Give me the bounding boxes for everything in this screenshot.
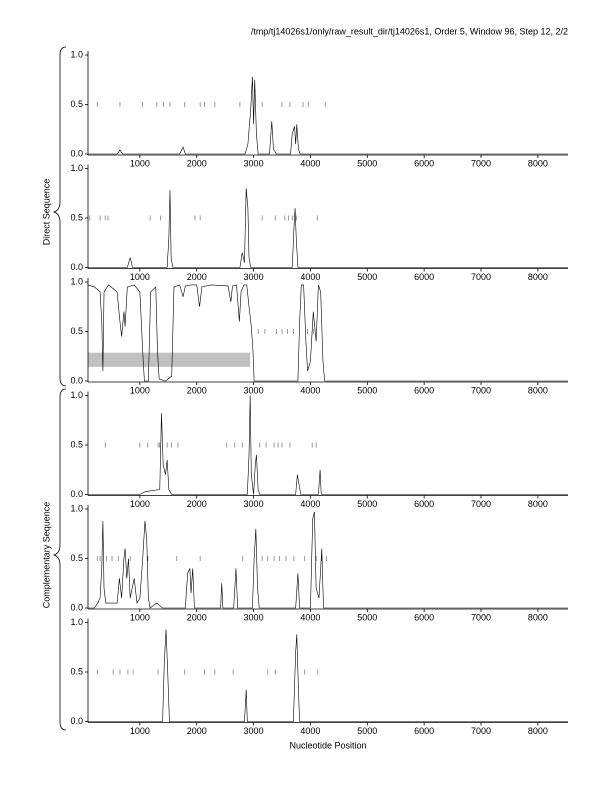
x-tick-label: 8000 [528, 385, 548, 395]
x-tick-label: 4000 [300, 612, 320, 622]
line [88, 76, 568, 155]
y-tick-label: 1.0 [70, 503, 83, 513]
x-tick-label: 1000 [130, 385, 150, 395]
x-tick-label: 7000 [471, 272, 491, 282]
x-tick-label: 7000 [471, 612, 491, 622]
line [88, 629, 568, 722]
x-tick-label: 4000 [300, 726, 320, 736]
line [88, 511, 568, 609]
x-tick-label: 6000 [414, 272, 434, 282]
y-tick-label: 1.0 [70, 163, 83, 173]
x-tick-label: 2000 [187, 499, 207, 509]
x-tick-label: 8000 [528, 612, 548, 622]
x-tick-label: 5000 [357, 158, 377, 168]
y-tick-label: 0.0 [70, 375, 83, 385]
x-tick-label: 5000 [357, 612, 377, 622]
y-tick-label: 0.5 [70, 439, 83, 449]
x-tick-label: 6000 [414, 499, 434, 509]
x-tick-label: 8000 [528, 158, 548, 168]
x-tick-label: 3000 [244, 158, 264, 168]
y-tick-label: 0.0 [70, 489, 83, 499]
y-tick-label: 0.0 [70, 262, 83, 272]
x-tick-label: 3000 [244, 612, 264, 622]
y-tick-label: 1.0 [70, 276, 83, 286]
x-tick-label: 2000 [187, 158, 207, 168]
x-tick-label: 5000 [357, 385, 377, 395]
x-tick-label: 6000 [414, 385, 434, 395]
line [88, 188, 568, 268]
x-tick-label: 5000 [357, 499, 377, 509]
x-tick-label: 8000 [528, 726, 548, 736]
region [88, 352, 251, 367]
line [87, 284, 568, 382]
x-tick-label: 7000 [471, 726, 491, 736]
y-tick-label: 0.0 [70, 602, 83, 612]
x-tick-label: 1000 [130, 272, 150, 282]
x-tick-label: 6000 [414, 612, 434, 622]
x-tick-label: 6000 [414, 158, 434, 168]
title: /tmp/tj14026s1/only/raw_result_dir/tj140… [251, 26, 568, 36]
x-tick-label: 1000 [130, 612, 150, 622]
x-tick-label: 6000 [414, 726, 434, 736]
x-tick-label: 2000 [187, 612, 207, 622]
x-tick-label: 1000 [130, 499, 150, 509]
x-tick-label: 1000 [130, 726, 150, 736]
group-label: Complementary Sequence [41, 502, 51, 609]
x-tick-label: 2000 [187, 385, 207, 395]
brace [52, 46, 67, 387]
y-tick-label: 0.5 [70, 553, 83, 563]
x-tick-label: 3000 [244, 499, 264, 509]
x-tick-label: 3000 [244, 272, 264, 282]
x-tick-label: 8000 [528, 499, 548, 509]
group-label: Direct Sequence [41, 179, 51, 246]
x-tick-label: 4000 [300, 272, 320, 282]
x-tick-label: 4000 [300, 499, 320, 509]
y-tick-label: 1.0 [70, 390, 83, 400]
x-tick-label: 5000 [357, 726, 377, 736]
y-tick-label: 1.0 [70, 49, 83, 59]
y-tick-label: 0.5 [70, 212, 83, 222]
x-tick-label: 2000 [187, 726, 207, 736]
x-tick-label: 7000 [471, 499, 491, 509]
x-tick-label: 1000 [130, 158, 150, 168]
y-tick-label: 0.0 [70, 716, 83, 726]
line [88, 395, 568, 495]
x-tick-label: 2000 [187, 272, 207, 282]
x-tick-label: 7000 [471, 385, 491, 395]
y-tick-label: 0.5 [70, 666, 83, 676]
x-tick-label: 3000 [244, 726, 264, 736]
x-tick-label: 7000 [471, 158, 491, 168]
y-tick-label: 0.0 [70, 148, 83, 158]
x-tick-label: 4000 [300, 385, 320, 395]
x-tick-label: 3000 [244, 385, 264, 395]
y-tick-label: 0.5 [70, 326, 83, 336]
x-tick-label: 5000 [357, 272, 377, 282]
x-tick-label: 8000 [528, 272, 548, 282]
y-tick-label: 1.0 [70, 617, 83, 627]
x-axis-label: Nucleotide Position [289, 740, 366, 750]
y-tick-label: 0.5 [70, 99, 83, 109]
x-tick-label: 4000 [300, 158, 320, 168]
brace [52, 388, 67, 731]
